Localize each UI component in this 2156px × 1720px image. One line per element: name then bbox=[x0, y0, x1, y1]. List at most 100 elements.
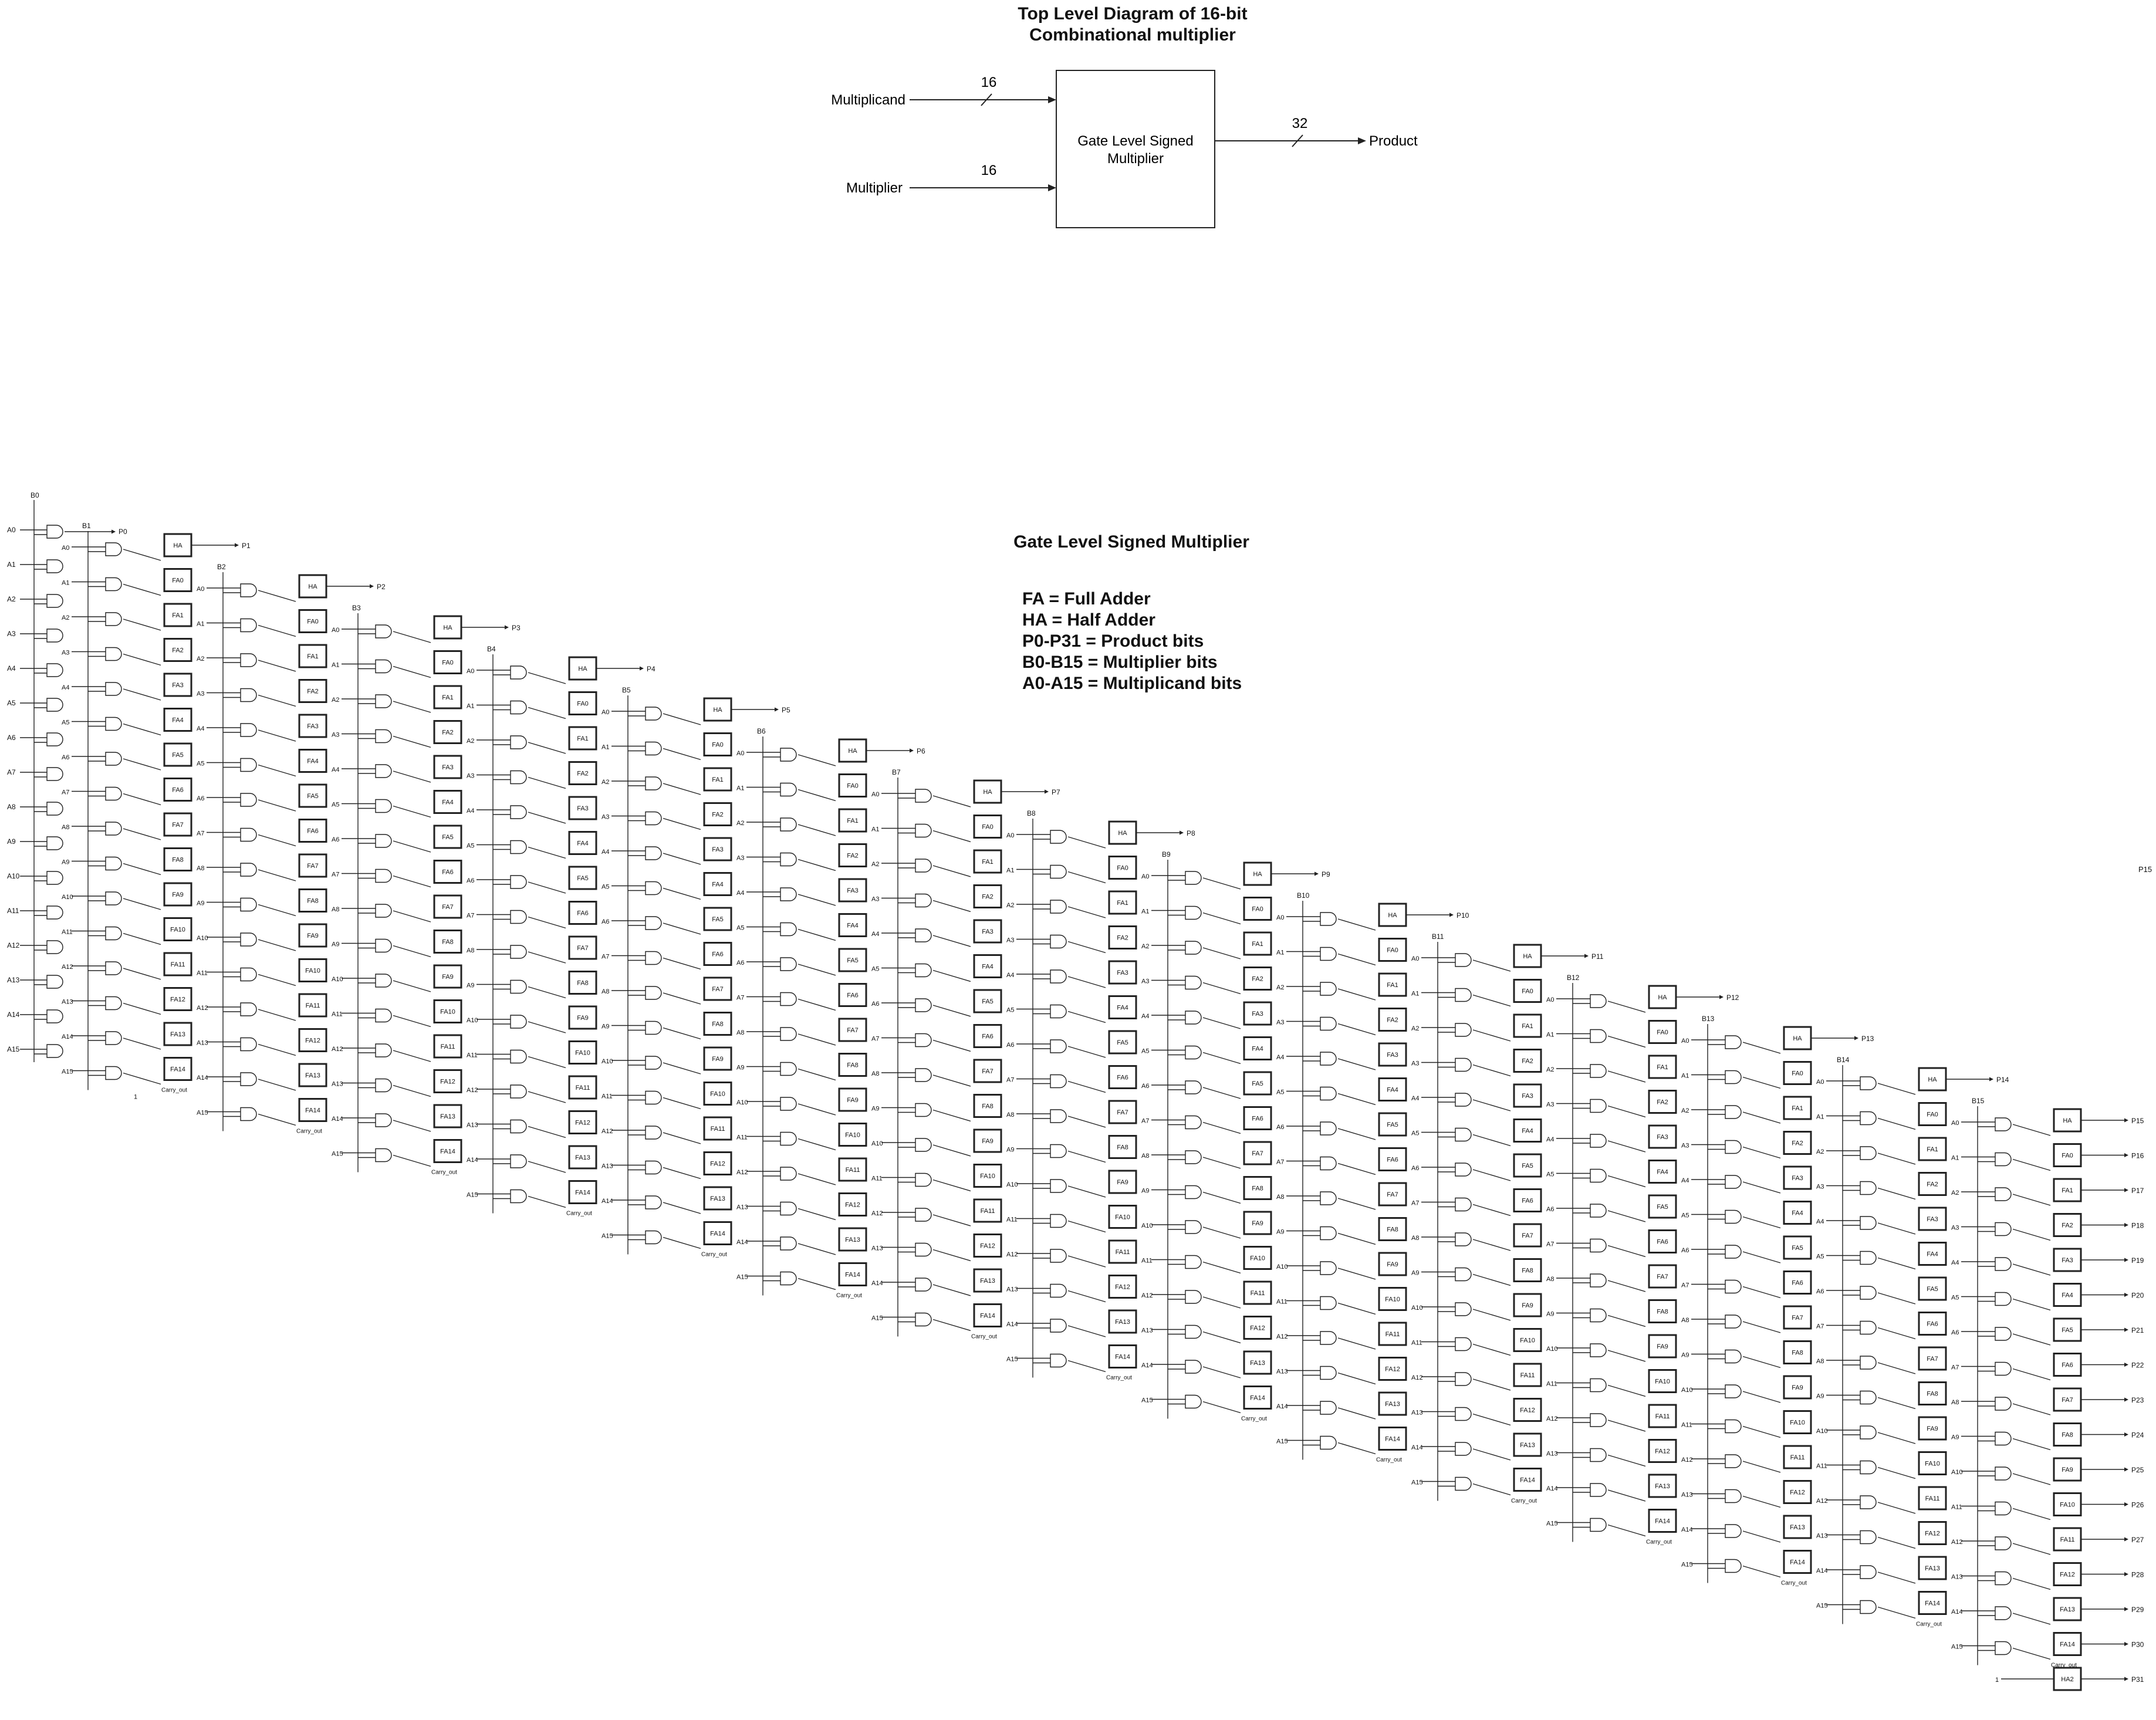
full-adder-box-label: FA10 bbox=[980, 1173, 995, 1180]
full-adder-box bbox=[298, 958, 327, 982]
wire bbox=[393, 1154, 431, 1167]
multiplier-bit-label: B14 bbox=[1837, 1056, 1850, 1064]
and-gate bbox=[645, 846, 662, 860]
full-adder-box-label: FA14 bbox=[1385, 1436, 1400, 1443]
full-adder-box bbox=[1918, 1346, 1947, 1371]
full-adder-box bbox=[1243, 967, 1272, 991]
multiplicand-bit-label: A1 bbox=[1546, 1032, 1554, 1039]
wire bbox=[797, 1068, 836, 1081]
and-gate bbox=[915, 1242, 932, 1257]
multiplicand-bit-label: A13 bbox=[736, 1204, 748, 1211]
full-adder-box bbox=[973, 1303, 1002, 1327]
wire bbox=[1472, 994, 1511, 1007]
wire bbox=[1202, 1401, 1241, 1414]
multiplicand-bit-label: A14 bbox=[1141, 1362, 1153, 1369]
full-adder-box-label: FA4 bbox=[307, 758, 319, 765]
product-bit-label: P16 bbox=[2131, 1152, 2144, 1160]
full-adder-box bbox=[1783, 1375, 1812, 1400]
wire bbox=[663, 1132, 701, 1144]
wire bbox=[932, 1214, 971, 1226]
full-adder-box-label: FA10 bbox=[1115, 1214, 1130, 1221]
full-adder-box bbox=[1783, 1270, 1812, 1295]
full-adder-box bbox=[163, 603, 192, 627]
full-adder-box bbox=[163, 742, 192, 767]
full-adder-box-label: FA12 bbox=[710, 1161, 725, 1168]
full-adder-box bbox=[1243, 1350, 1272, 1375]
full-adder-box bbox=[1918, 1172, 1947, 1196]
and-gate bbox=[510, 1084, 527, 1099]
full-adder-box-label: FA3 bbox=[1387, 1052, 1398, 1059]
and-gate bbox=[1995, 1257, 2012, 1271]
multiplicand-bit-label: A0 bbox=[7, 526, 16, 534]
full-adder-box bbox=[973, 954, 1002, 978]
full-adder-box bbox=[1918, 1521, 1947, 1545]
full-adder-box-label: FA12 bbox=[440, 1079, 455, 1086]
and-gate bbox=[105, 577, 122, 592]
full-adder-box bbox=[1243, 1176, 1272, 1200]
full-adder-box bbox=[703, 802, 732, 826]
carry-out-label: Carry_out bbox=[971, 1334, 997, 1340]
wire bbox=[1607, 1035, 1646, 1048]
multiplicand-bit-label: A8 bbox=[197, 865, 204, 872]
full-adder-box bbox=[568, 901, 597, 925]
arrowhead bbox=[910, 748, 914, 753]
wire bbox=[1742, 1181, 1781, 1194]
full-adder-box-label: FA6 bbox=[172, 787, 184, 794]
multiplicand-bit-label: A0 bbox=[62, 545, 69, 552]
full-adder-box-label: FA6 bbox=[1387, 1157, 1398, 1164]
multiplicand-bit-label: A11 bbox=[1276, 1299, 1287, 1306]
and-gate bbox=[645, 1195, 662, 1209]
full-adder-box bbox=[1108, 1170, 1137, 1194]
full-adder-box-label: FA11 bbox=[711, 1126, 725, 1133]
wire bbox=[663, 1027, 701, 1040]
and-gate bbox=[780, 748, 797, 762]
wire bbox=[2012, 1124, 2051, 1136]
full-adder-box-label: FA13 bbox=[170, 1031, 185, 1038]
wire bbox=[1472, 959, 1511, 972]
full-adder-box bbox=[973, 1059, 1002, 1083]
wire bbox=[1472, 1134, 1511, 1147]
multiplier-bit-label: B10 bbox=[1297, 891, 1310, 900]
top-level-title: Top Level Diagram of 16-bit Combinationa… bbox=[957, 4, 1309, 46]
and-gate bbox=[780, 852, 797, 867]
full-adder-box bbox=[1783, 1096, 1812, 1120]
full-adder-box bbox=[1513, 1432, 1542, 1457]
multiplicand-bit-label: A11 bbox=[1816, 1463, 1827, 1470]
full-adder-box bbox=[568, 761, 597, 785]
multiplicand-bit-label: A9 bbox=[871, 1106, 879, 1113]
multiplicand-bit-label: A14 bbox=[1681, 1526, 1693, 1533]
and-gate bbox=[780, 1027, 797, 1041]
full-adder-box bbox=[163, 1022, 192, 1046]
multiplicand-bit-label: A0 bbox=[1546, 996, 1554, 1003]
and-gate bbox=[1590, 1204, 1607, 1218]
full-adder-box bbox=[1378, 938, 1407, 962]
full-adder-box-label: FA0 bbox=[982, 824, 993, 831]
full-adder-box bbox=[703, 1082, 732, 1106]
half-adder-box-label: HA bbox=[1253, 871, 1262, 878]
full-adder-box-label: FA10 bbox=[170, 927, 185, 934]
and-gate bbox=[1185, 1394, 1202, 1409]
and-gate bbox=[1050, 1214, 1067, 1228]
multiplicand-bit-label: A5 bbox=[736, 925, 744, 932]
wire bbox=[1742, 1076, 1781, 1089]
multiplicand-bit-label: A1 bbox=[1681, 1073, 1689, 1080]
and-gate bbox=[1860, 1076, 1877, 1090]
half-adder-box bbox=[298, 574, 327, 599]
full-adder-box bbox=[1513, 1258, 1542, 1282]
full-adder-box bbox=[1783, 1515, 1812, 1539]
and-gate bbox=[375, 869, 392, 883]
full-adder-box bbox=[1648, 1509, 1677, 1533]
multiplicand-bit-label: A10 bbox=[1951, 1469, 1963, 1476]
half-adder-box-label: HA bbox=[308, 583, 317, 590]
full-adder-box bbox=[1108, 1100, 1137, 1124]
wire bbox=[123, 1038, 161, 1050]
and-gate bbox=[1185, 941, 1202, 955]
and-gate bbox=[1185, 1185, 1202, 1199]
top-level-block-diagram: Gate Level Signed Multiplier 16 Multipli… bbox=[831, 70, 1418, 228]
wire bbox=[123, 723, 161, 736]
wire bbox=[2012, 1333, 2051, 1346]
and-gate bbox=[1860, 1216, 1877, 1230]
wire bbox=[1742, 1356, 1781, 1368]
full-adder-box-label: FA8 bbox=[172, 857, 184, 864]
